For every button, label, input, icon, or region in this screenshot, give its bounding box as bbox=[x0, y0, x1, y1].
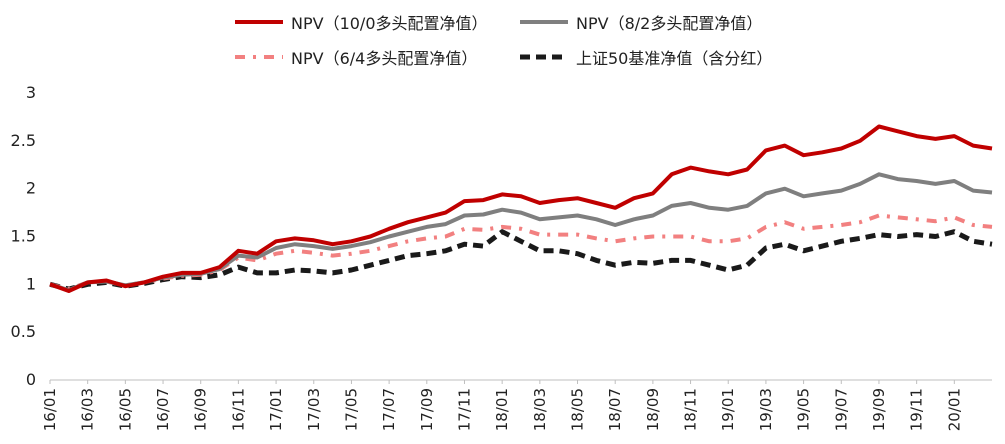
x-tick-label: 18/05 bbox=[569, 388, 587, 431]
series-line-0 bbox=[49, 124, 993, 293]
y-tick-label: 3 bbox=[26, 83, 36, 102]
legend-swatch-npv-10-0 bbox=[235, 20, 283, 24]
x-tick-label: 19/07 bbox=[832, 388, 850, 431]
x-tick-label: 19/03 bbox=[757, 388, 775, 431]
x-tick-label: 20/01 bbox=[945, 388, 963, 431]
x-tick-label: 17/11 bbox=[455, 388, 473, 431]
y-tick-label: 2 bbox=[26, 179, 36, 198]
y-tick-label: 0.5 bbox=[11, 322, 36, 341]
legend-label-sz50: 上证50基准净值（含分红） bbox=[576, 49, 773, 68]
x-tick-label: 16/07 bbox=[154, 388, 172, 431]
x-tick-label: 16/05 bbox=[116, 388, 134, 431]
series-lines bbox=[49, 124, 993, 293]
x-tick-label: 17/03 bbox=[305, 388, 323, 431]
series-line-2 bbox=[49, 213, 993, 292]
x-tick-label: 18/03 bbox=[531, 388, 549, 431]
legend-item-npv-8-2: NPV（8/2多头配置净值） bbox=[518, 10, 762, 34]
x-tick-label: 18/11 bbox=[682, 388, 700, 431]
legend-item-npv-10-0: NPV（10/0多头配置净值） bbox=[233, 10, 488, 34]
legend-item-sz50: 上证50基准净值（含分红） bbox=[518, 45, 772, 69]
x-tick-label: 19/09 bbox=[870, 388, 888, 431]
x-tick-label: 16/11 bbox=[229, 388, 247, 431]
x-tick-label: 18/07 bbox=[606, 388, 624, 431]
x-tick-label: 17/05 bbox=[342, 388, 360, 431]
x-tick-label: 18/09 bbox=[644, 388, 662, 431]
legend-swatch-sz50 bbox=[520, 54, 568, 60]
x-tick-label: 17/01 bbox=[267, 388, 285, 431]
legend-swatch-npv-8-2 bbox=[520, 20, 568, 24]
x-axis-ticks: 16/01 16/03 16/05 16/07 16/09 16/11 17/01 17/03… bbox=[41, 380, 963, 431]
legend-label-npv-10-0: NPV（10/0多头配置净值） bbox=[291, 14, 488, 33]
x-tick-label: 16/01 bbox=[41, 388, 59, 431]
y-tick-label: 2.5 bbox=[11, 131, 36, 150]
chart-legend: NPV（10/0多头配置净值） NPV（8/2多头配置净值） NPV（6/4多头… bbox=[0, 0, 1005, 80]
x-tick-label: 16/03 bbox=[79, 388, 97, 431]
y-tick-label: 1 bbox=[26, 274, 36, 293]
y-axis-ticks: 0 0.5 1 1.5 2 2.5 3 bbox=[11, 83, 36, 389]
x-tick-label: 16/09 bbox=[192, 388, 210, 431]
legend-label-npv-6-4: NPV（6/4多头配置净值） bbox=[291, 49, 478, 68]
series-line-3 bbox=[49, 229, 993, 292]
x-tick-label: 19/11 bbox=[908, 388, 926, 431]
x-tick-label: 17/09 bbox=[418, 388, 436, 431]
x-tick-label: 18/01 bbox=[493, 388, 511, 431]
legend-item-npv-6-4: NPV（6/4多头配置净值） bbox=[233, 45, 477, 69]
legend-label-npv-8-2: NPV（8/2多头配置净值） bbox=[576, 14, 763, 33]
legend-swatch-npv-6-4 bbox=[235, 55, 283, 59]
x-tick-label: 19/01 bbox=[719, 388, 737, 431]
y-tick-label: 1.5 bbox=[11, 227, 36, 246]
x-tick-label: 19/05 bbox=[795, 388, 813, 431]
y-tick-label: 0 bbox=[26, 370, 36, 389]
x-tick-label: 17/07 bbox=[380, 388, 398, 431]
